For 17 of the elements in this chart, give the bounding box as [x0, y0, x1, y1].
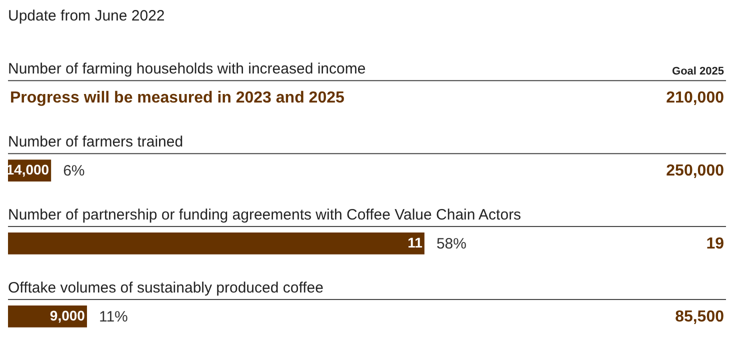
- y-tick-label: Offtake volumes of sustainably produced coffee: [8, 280, 324, 297]
- annotation: 210,000: [666, 90, 724, 107]
- annotation: 250,000: [666, 162, 724, 180]
- data-label: 6%: [63, 162, 85, 180]
- y-tick-label: Number of partnership or funding agreements with Coffee Value Chain Actors: [8, 206, 522, 224]
- y-tick-label: Number of farming households with increased income: [8, 60, 366, 78]
- chart-title: Update from June 2022: [8, 8, 165, 25]
- annotation: Goal 2025: [672, 66, 724, 78]
- data-label: 11%: [98, 308, 128, 326]
- annotation: 11: [408, 234, 423, 250]
- data-label: 58%: [436, 235, 466, 252]
- annotation: Progress will be measured in 2023 and 2025: [10, 90, 344, 107]
- y-tick-label: Number of farmers trained: [8, 134, 184, 151]
- annotation: 19: [706, 235, 724, 252]
- annotation: 85,500: [675, 308, 724, 326]
- annotation: 14,000: [6, 162, 50, 178]
- annotation: 9,000: [50, 307, 86, 324]
